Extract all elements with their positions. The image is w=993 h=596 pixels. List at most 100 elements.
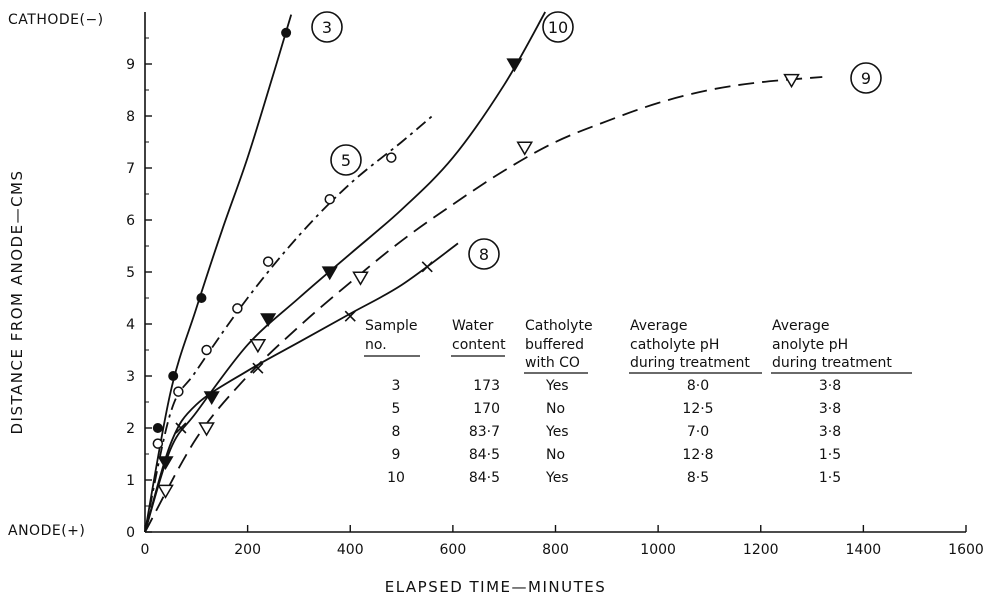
series-8-line [144, 242, 459, 533]
table-header: Average [772, 318, 830, 334]
curve-label: 5 [341, 151, 351, 170]
table-cell: Yes [545, 378, 569, 394]
table-cell: 1·5 [819, 470, 841, 486]
series-10-point [506, 58, 523, 73]
table-header: Water [452, 318, 494, 334]
series-5-point [386, 152, 397, 163]
series-3-point [196, 293, 207, 303]
table-cell: 12·8 [682, 447, 713, 463]
series-5-point [324, 193, 335, 205]
anode-label: ANODE(+) [8, 523, 85, 539]
table-cell: 7·0 [687, 424, 709, 440]
table-cell: 3·8 [819, 378, 841, 394]
series-3-point [152, 423, 163, 433]
table-cell: 10 [387, 470, 405, 486]
curve-labels: 3 5 8 9 10 [311, 11, 882, 270]
x-axis-label: ELAPSED TIME—MINUTES [385, 578, 607, 596]
table-header: no. [365, 337, 387, 353]
x-tick-label: 1200 [743, 542, 779, 558]
table-cell: 8·5 [687, 470, 709, 486]
table-cell: 3·8 [819, 401, 841, 417]
table-header: during treatment [772, 355, 892, 371]
axes: 0 200 400 600 800 1000 1200 1400 1600 0 1 2 3 4 5 6 7 8 9 E… [8, 12, 984, 596]
table-header: anolyte pH [772, 337, 848, 353]
series-9-point [157, 484, 174, 499]
series-8-point [175, 422, 187, 434]
table-cell: No [546, 447, 565, 463]
curve-label-circle [311, 11, 343, 43]
series-8-point [252, 362, 264, 374]
series-8-point [421, 261, 433, 273]
curve-label: 9 [861, 69, 871, 88]
series-8-point [344, 310, 356, 322]
y-tick-label: 5 [126, 265, 135, 281]
table-cell: 3·8 [819, 424, 841, 440]
x-tick-label: 1600 [948, 542, 984, 558]
table-cell: 1·5 [819, 447, 841, 463]
series-9-point [249, 339, 267, 354]
series-9-point [198, 422, 215, 437]
curve-label-circle [850, 62, 882, 94]
series-10-point [157, 456, 174, 470]
y-tick-label: 6 [126, 213, 135, 229]
series-5-line [144, 115, 433, 533]
x-tick-label: 400 [337, 542, 364, 558]
series-3-point [281, 27, 292, 38]
y-tick-label: 7 [126, 161, 135, 177]
series-9-point [516, 141, 534, 156]
series-5-point [262, 256, 274, 267]
table-cell: 170 [473, 401, 500, 417]
x-tick-label: 200 [234, 542, 261, 558]
curve-label: 8 [479, 245, 489, 264]
y-tick-label: 1 [126, 473, 135, 489]
series-5-point [152, 438, 164, 449]
table-header: catholyte pH [630, 337, 719, 353]
table-header: buffered [525, 337, 584, 353]
x-tick-label: 1400 [846, 542, 882, 558]
table-header: during treatment [630, 355, 750, 371]
curve-label-circle [542, 11, 574, 43]
curve-label: 3 [322, 18, 332, 37]
y-tick-label: 3 [126, 369, 135, 385]
table-header: content [452, 337, 506, 353]
table-header: with CO [525, 355, 580, 371]
table-cell: No [546, 401, 565, 417]
markers [152, 27, 800, 499]
curve-label: 10 [548, 18, 568, 37]
table-cell: 8 [392, 424, 401, 440]
series-5-point [232, 303, 243, 314]
series-9-point [783, 73, 800, 89]
x-tick-label: 1000 [640, 542, 676, 558]
series-5-point [173, 386, 184, 397]
table-header: Sample [365, 318, 418, 334]
sample-table: Sample no. Water content Catholyte buffered wi… [364, 318, 912, 486]
y-tick-label: 4 [126, 317, 135, 333]
x-tick-label: 800 [542, 542, 569, 558]
x-tick-label: 0 [141, 542, 150, 558]
y-tick-label: 8 [126, 109, 135, 125]
y-tick-label: 0 [126, 525, 135, 541]
series-5-point [201, 344, 212, 356]
table-cell: Yes [545, 424, 569, 440]
cathode-label: CATHODE(−) [8, 12, 104, 28]
series-3-point [168, 371, 179, 381]
table-header: Average [630, 318, 688, 334]
series-9-line [144, 76, 823, 533]
curve-label-circle [330, 144, 362, 176]
table-cell: 12·5 [682, 401, 713, 417]
table-cell: 84·5 [469, 447, 500, 463]
table-cell: 83·7 [469, 424, 500, 440]
series-10-point [321, 266, 338, 281]
table-cell: Yes [545, 470, 569, 486]
y-axis-label: DISTANCE FROM ANODE—CMS [8, 169, 26, 434]
x-tick-label: 600 [440, 542, 467, 558]
series-10-point [203, 391, 220, 405]
y-tick-label: 9 [126, 57, 135, 73]
table-cell: 84·5 [469, 470, 500, 486]
table-cell: 9 [392, 447, 401, 463]
table-cell: 3 [392, 378, 401, 394]
table-header: Catholyte [525, 318, 593, 334]
series-10-point [260, 313, 277, 327]
table-cell: 8·0 [687, 378, 709, 394]
